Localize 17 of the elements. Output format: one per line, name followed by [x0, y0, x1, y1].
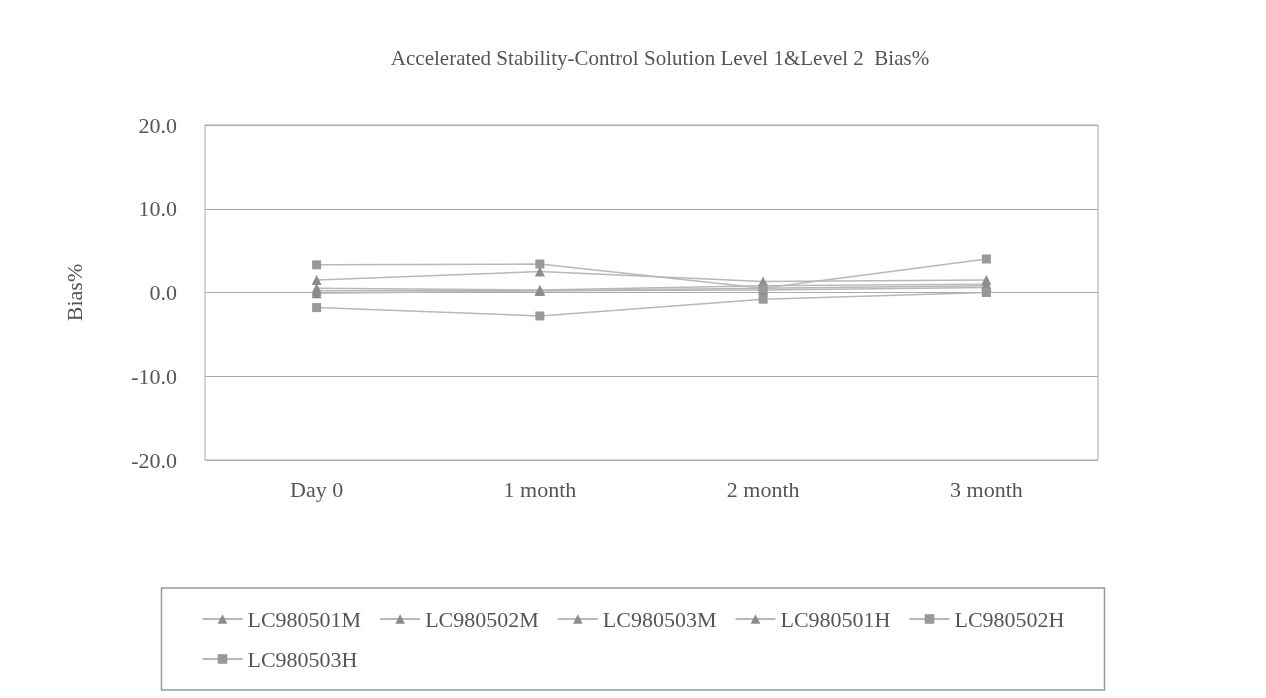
- legend-label: LC980503M: [602, 606, 717, 632]
- x-tick-label: 2 month: [726, 476, 800, 502]
- y-tick-label: 0.0: [149, 280, 177, 305]
- x-tick-label: 1 month: [503, 476, 577, 502]
- legend-label: LC980501H: [780, 606, 891, 632]
- y-axis-title: Bias%: [61, 263, 87, 322]
- legend-label: LC980502M: [425, 606, 539, 632]
- legend-label: LC980501M: [247, 606, 362, 632]
- x-tick-label: 3 month: [950, 476, 1023, 502]
- y-tick-label: 10.0: [138, 196, 177, 222]
- y-tick-label: 20.0: [138, 112, 177, 138]
- x-tick-label: Day 0: [290, 476, 344, 502]
- legend-label: LC980503H: [247, 646, 358, 672]
- legend-label: LC980502H: [954, 606, 1065, 632]
- y-tick-label: -10.0: [131, 363, 177, 389]
- chart-title: Accelerated Stability-Control Solution Level 1&Level 2 Bias%: [390, 45, 930, 70]
- y-tick-label: -20.0: [131, 447, 177, 473]
